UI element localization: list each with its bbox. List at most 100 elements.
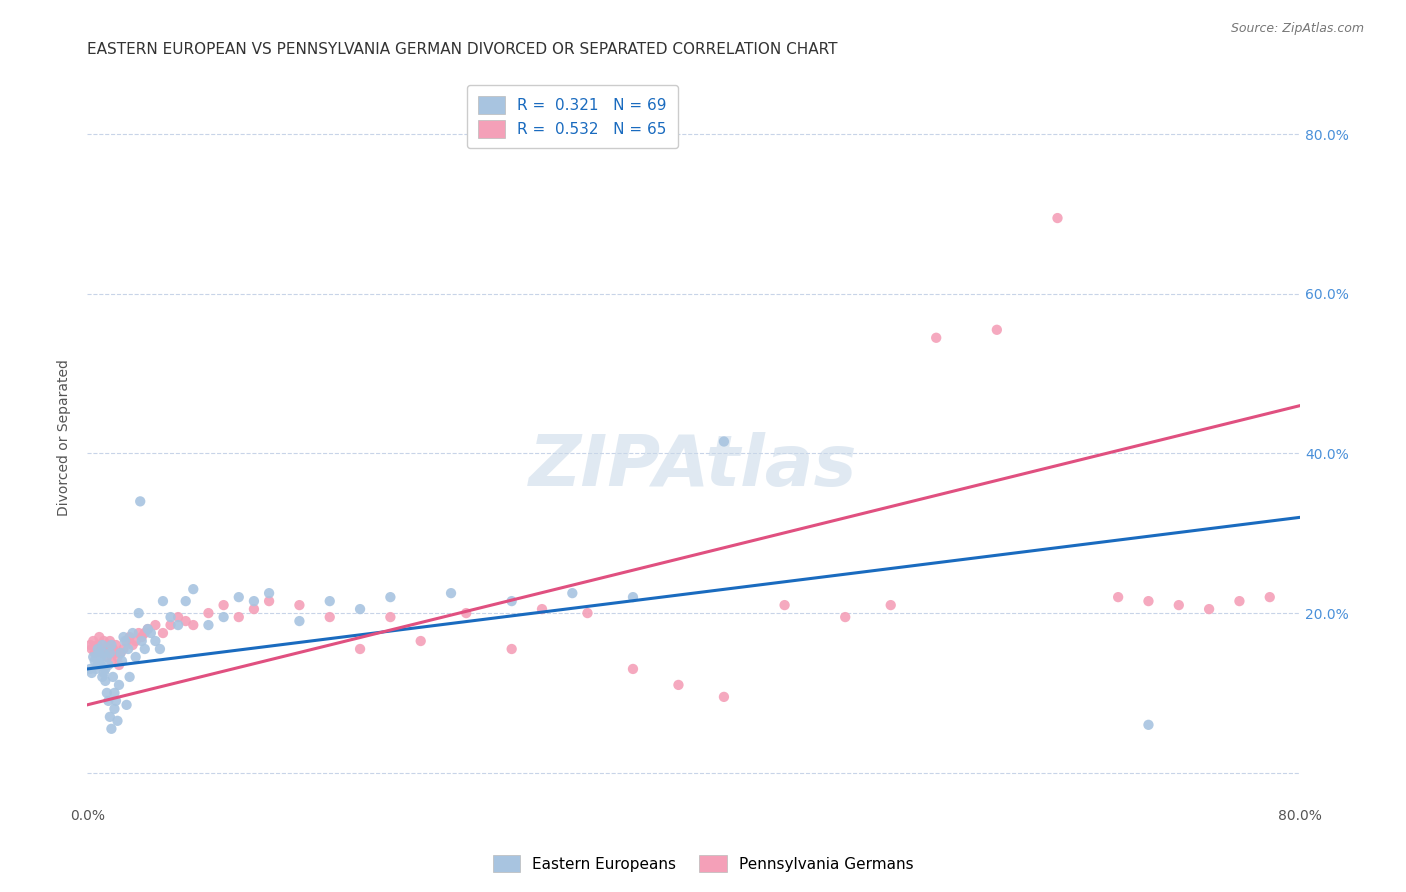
Point	[152, 626, 174, 640]
Point	[79, 662, 101, 676]
Y-axis label: Divorced or Separated: Divorced or Separated	[58, 359, 72, 516]
Point	[1198, 602, 1220, 616]
Point	[167, 610, 190, 624]
Point	[97, 657, 120, 672]
Point	[1107, 590, 1129, 604]
Point	[349, 642, 371, 657]
Point	[101, 642, 124, 657]
Point	[114, 634, 136, 648]
Point	[288, 614, 311, 628]
Point	[145, 618, 167, 632]
Point	[112, 630, 135, 644]
Point	[79, 638, 101, 652]
Point	[97, 694, 120, 708]
Point	[380, 610, 402, 624]
Point	[181, 582, 204, 596]
Point	[87, 657, 110, 672]
Point	[104, 694, 127, 708]
Point	[80, 665, 103, 680]
Point	[100, 722, 122, 736]
Point	[1137, 594, 1160, 608]
Point	[167, 618, 190, 632]
Point	[134, 626, 156, 640]
Point	[103, 686, 125, 700]
Point	[93, 646, 115, 660]
Point	[107, 650, 129, 665]
Point	[80, 642, 103, 657]
Point	[128, 606, 150, 620]
Point	[90, 650, 112, 665]
Point	[197, 618, 219, 632]
Point	[149, 642, 172, 657]
Point	[1137, 718, 1160, 732]
Point	[124, 650, 146, 665]
Point	[243, 602, 266, 616]
Point	[101, 670, 124, 684]
Point	[713, 434, 735, 449]
Point	[118, 670, 141, 684]
Point	[84, 662, 107, 676]
Point	[212, 598, 235, 612]
Point	[561, 586, 583, 600]
Point	[96, 650, 118, 665]
Point	[94, 642, 117, 657]
Point	[174, 594, 197, 608]
Point	[117, 642, 139, 657]
Point	[83, 646, 105, 660]
Point	[456, 606, 478, 620]
Point	[89, 646, 111, 660]
Text: EASTERN EUROPEAN VS PENNSYLVANIA GERMAN DIVORCED OR SEPARATED CORRELATION CHART: EASTERN EUROPEAN VS PENNSYLVANIA GERMAN …	[87, 42, 838, 57]
Point	[110, 646, 132, 660]
Point	[139, 626, 162, 640]
Point	[89, 654, 111, 668]
Point	[145, 634, 167, 648]
Point	[94, 662, 117, 676]
Point	[197, 606, 219, 620]
Point	[98, 710, 121, 724]
Point	[668, 678, 690, 692]
Point	[98, 634, 121, 648]
Point	[103, 702, 125, 716]
Point	[124, 634, 146, 648]
Point	[440, 586, 463, 600]
Point	[100, 654, 122, 668]
Point	[228, 610, 250, 624]
Point	[82, 650, 104, 665]
Point	[380, 590, 402, 604]
Point	[136, 622, 159, 636]
Point	[93, 665, 115, 680]
Point	[319, 594, 342, 608]
Point	[121, 626, 143, 640]
Point	[90, 642, 112, 657]
Point	[104, 638, 127, 652]
Point	[100, 638, 122, 652]
Point	[91, 638, 114, 652]
Point	[409, 634, 432, 648]
Point	[96, 650, 118, 665]
Point	[97, 638, 120, 652]
Point	[228, 590, 250, 604]
Text: Source: ZipAtlas.com: Source: ZipAtlas.com	[1230, 22, 1364, 36]
Point	[112, 642, 135, 657]
Point	[159, 610, 181, 624]
Point	[118, 630, 141, 644]
Point	[89, 630, 111, 644]
Legend: R =  0.321   N = 69, R =  0.532   N = 65: R = 0.321 N = 69, R = 0.532 N = 65	[467, 86, 678, 148]
Point	[880, 598, 903, 612]
Point	[773, 598, 796, 612]
Point	[257, 594, 280, 608]
Text: ZIPAtlas: ZIPAtlas	[530, 433, 858, 501]
Point	[131, 630, 153, 644]
Point	[212, 610, 235, 624]
Point	[1229, 594, 1251, 608]
Point	[243, 594, 266, 608]
Point	[131, 634, 153, 648]
Point	[87, 642, 110, 657]
Point	[115, 698, 138, 712]
Point	[83, 654, 105, 668]
Point	[713, 690, 735, 704]
Point	[576, 606, 599, 620]
Point	[621, 662, 644, 676]
Point	[986, 323, 1008, 337]
Point	[1258, 590, 1281, 604]
